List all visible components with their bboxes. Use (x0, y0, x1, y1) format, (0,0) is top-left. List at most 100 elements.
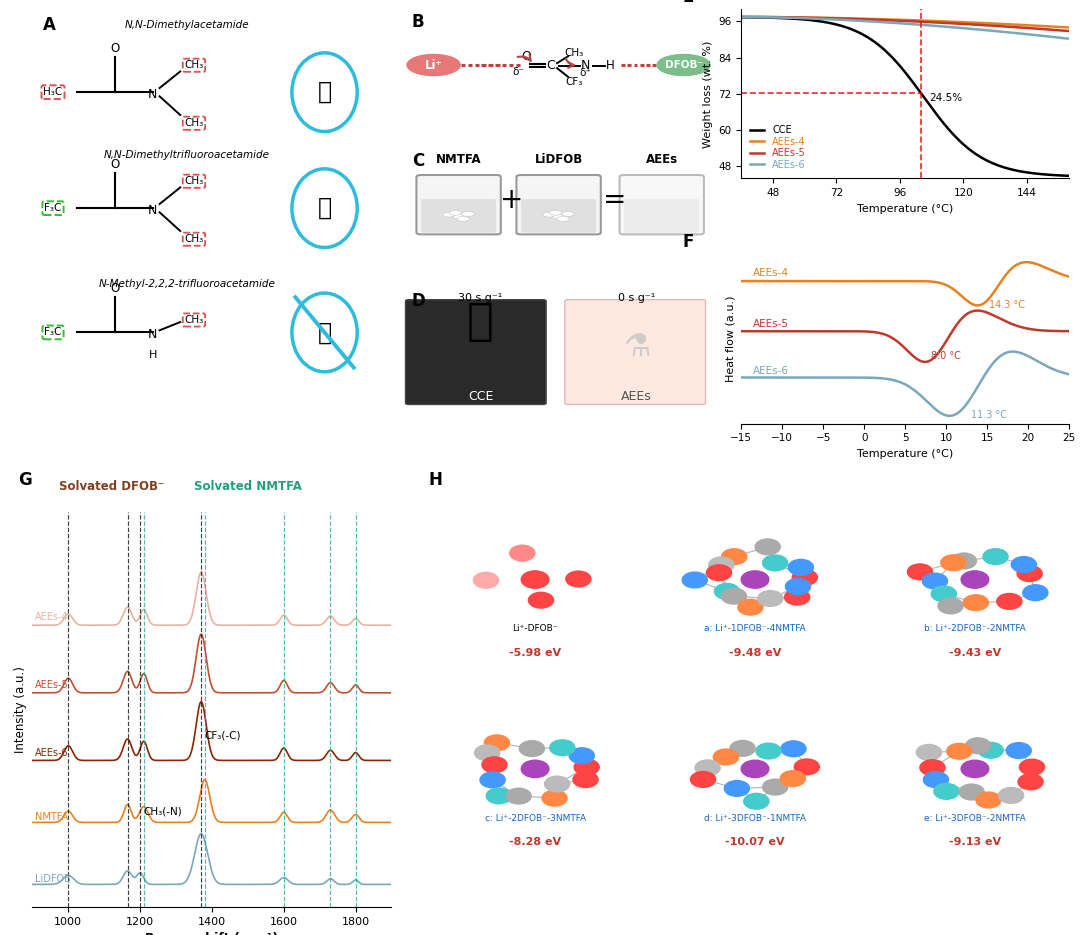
Circle shape (756, 743, 781, 759)
Circle shape (1011, 556, 1037, 572)
Text: CH₃: CH₃ (185, 118, 203, 128)
Line: AEEs-6: AEEs-6 (741, 17, 1069, 38)
Circle shape (544, 776, 569, 792)
Text: δ⁺: δ⁺ (579, 68, 591, 78)
CCE (1063, 170, 1076, 181)
FancyBboxPatch shape (565, 300, 705, 405)
Text: 24.5%: 24.5% (929, 93, 962, 103)
Circle shape (474, 745, 500, 761)
Circle shape (407, 54, 460, 76)
Y-axis label: Weight loss (wt. %): Weight loss (wt. %) (703, 40, 713, 148)
Circle shape (690, 771, 716, 787)
Circle shape (522, 760, 549, 778)
Line: CCE: CCE (741, 17, 1069, 176)
Text: 11.3 °C: 11.3 °C (971, 410, 1007, 420)
Text: N: N (580, 59, 590, 72)
AEEs-5 (1003, 22, 1016, 33)
Text: 🔥: 🔥 (318, 196, 332, 220)
Circle shape (482, 756, 507, 772)
AEEs-5 (890, 15, 903, 26)
Circle shape (1017, 566, 1042, 582)
FancyBboxPatch shape (624, 199, 699, 233)
AEEs-6 (890, 18, 903, 29)
Text: LiDFOB: LiDFOB (36, 874, 71, 884)
Text: -8.28 eV: -8.28 eV (509, 837, 562, 847)
Text: +: + (500, 186, 524, 214)
Circle shape (999, 787, 1024, 803)
Circle shape (519, 741, 544, 756)
Text: CH₃: CH₃ (565, 48, 584, 58)
Text: AEEs: AEEs (621, 390, 652, 403)
Text: AEEs: AEEs (646, 153, 678, 166)
CCE (913, 84, 926, 95)
Text: C: C (411, 152, 424, 170)
AEEs-4 (1003, 19, 1016, 30)
AEEs-5 (1055, 25, 1068, 36)
Circle shape (453, 214, 464, 219)
Circle shape (923, 771, 948, 787)
Circle shape (922, 573, 947, 589)
Circle shape (931, 586, 957, 602)
FancyBboxPatch shape (417, 175, 501, 235)
Text: 0 s g⁻¹: 0 s g⁻¹ (618, 293, 656, 303)
Text: O: O (110, 158, 120, 171)
Text: AEEs-6: AEEs-6 (36, 748, 69, 757)
Text: AEEs-5: AEEs-5 (754, 319, 789, 328)
Text: D: D (411, 292, 426, 309)
Text: CF₃(-C): CF₃(-C) (204, 730, 241, 741)
Text: Li⁺-DFOB⁻: Li⁺-DFOB⁻ (512, 625, 558, 633)
Circle shape (762, 555, 787, 570)
X-axis label: Temperature (°C): Temperature (°C) (858, 449, 954, 459)
Line: AEEs-5: AEEs-5 (741, 17, 1069, 31)
AEEs-6 (930, 21, 943, 32)
Text: CCE: CCE (468, 390, 494, 403)
Text: 8.0 °C: 8.0 °C (931, 351, 961, 361)
Text: F: F (683, 233, 693, 252)
Circle shape (741, 571, 769, 588)
Circle shape (721, 549, 746, 565)
Circle shape (708, 557, 733, 573)
Text: N,N-Dimethylacetamide: N,N-Dimethylacetamide (125, 20, 249, 30)
Circle shape (939, 598, 963, 613)
Text: 🔥: 🔥 (318, 80, 332, 104)
Circle shape (683, 572, 707, 588)
Circle shape (961, 760, 989, 778)
Circle shape (781, 741, 806, 756)
Text: AEEs-4: AEEs-4 (754, 268, 789, 279)
Circle shape (507, 788, 531, 804)
Circle shape (569, 748, 594, 764)
Text: O: O (110, 42, 120, 55)
Circle shape (730, 741, 755, 756)
Text: DFOB⁻: DFOB⁻ (664, 60, 703, 70)
Text: -9.13 eV: -9.13 eV (949, 837, 1001, 847)
CCE (734, 11, 747, 22)
Text: E: E (683, 0, 693, 6)
Text: N,N-Dimethyltrifluoroacetamide: N,N-Dimethyltrifluoroacetamide (104, 151, 270, 160)
AEEs-4 (913, 15, 926, 26)
Circle shape (721, 588, 746, 604)
FancyBboxPatch shape (405, 300, 546, 405)
Y-axis label: Intensity (a.u.): Intensity (a.u.) (14, 667, 27, 754)
AEEs-6 (1063, 33, 1076, 44)
AEEs-6 (913, 19, 926, 30)
Circle shape (480, 772, 505, 788)
Text: F₃C: F₃C (44, 203, 62, 213)
Circle shape (484, 735, 510, 751)
AEEs-6 (1003, 27, 1016, 38)
Text: G: G (18, 471, 31, 489)
X-axis label: Raman shift (cm⁻¹): Raman shift (cm⁻¹) (146, 932, 279, 935)
Y-axis label: Heat flow (a.u.): Heat flow (a.u.) (726, 295, 735, 382)
Circle shape (706, 565, 731, 581)
Circle shape (785, 579, 811, 595)
Circle shape (725, 781, 750, 797)
AEEs-4 (930, 16, 943, 27)
Text: LiDFOB: LiDFOB (535, 153, 583, 166)
Circle shape (657, 54, 711, 76)
Text: H: H (149, 351, 157, 360)
Circle shape (963, 595, 988, 611)
Text: a: Li⁺-1DFOB⁻-4NMTFA: a: Li⁺-1DFOB⁻-4NMTFA (704, 625, 806, 633)
Circle shape (510, 545, 535, 561)
Text: CH₃: CH₃ (185, 235, 203, 244)
Text: AEEs-5: AEEs-5 (36, 680, 69, 690)
FancyBboxPatch shape (516, 175, 600, 235)
